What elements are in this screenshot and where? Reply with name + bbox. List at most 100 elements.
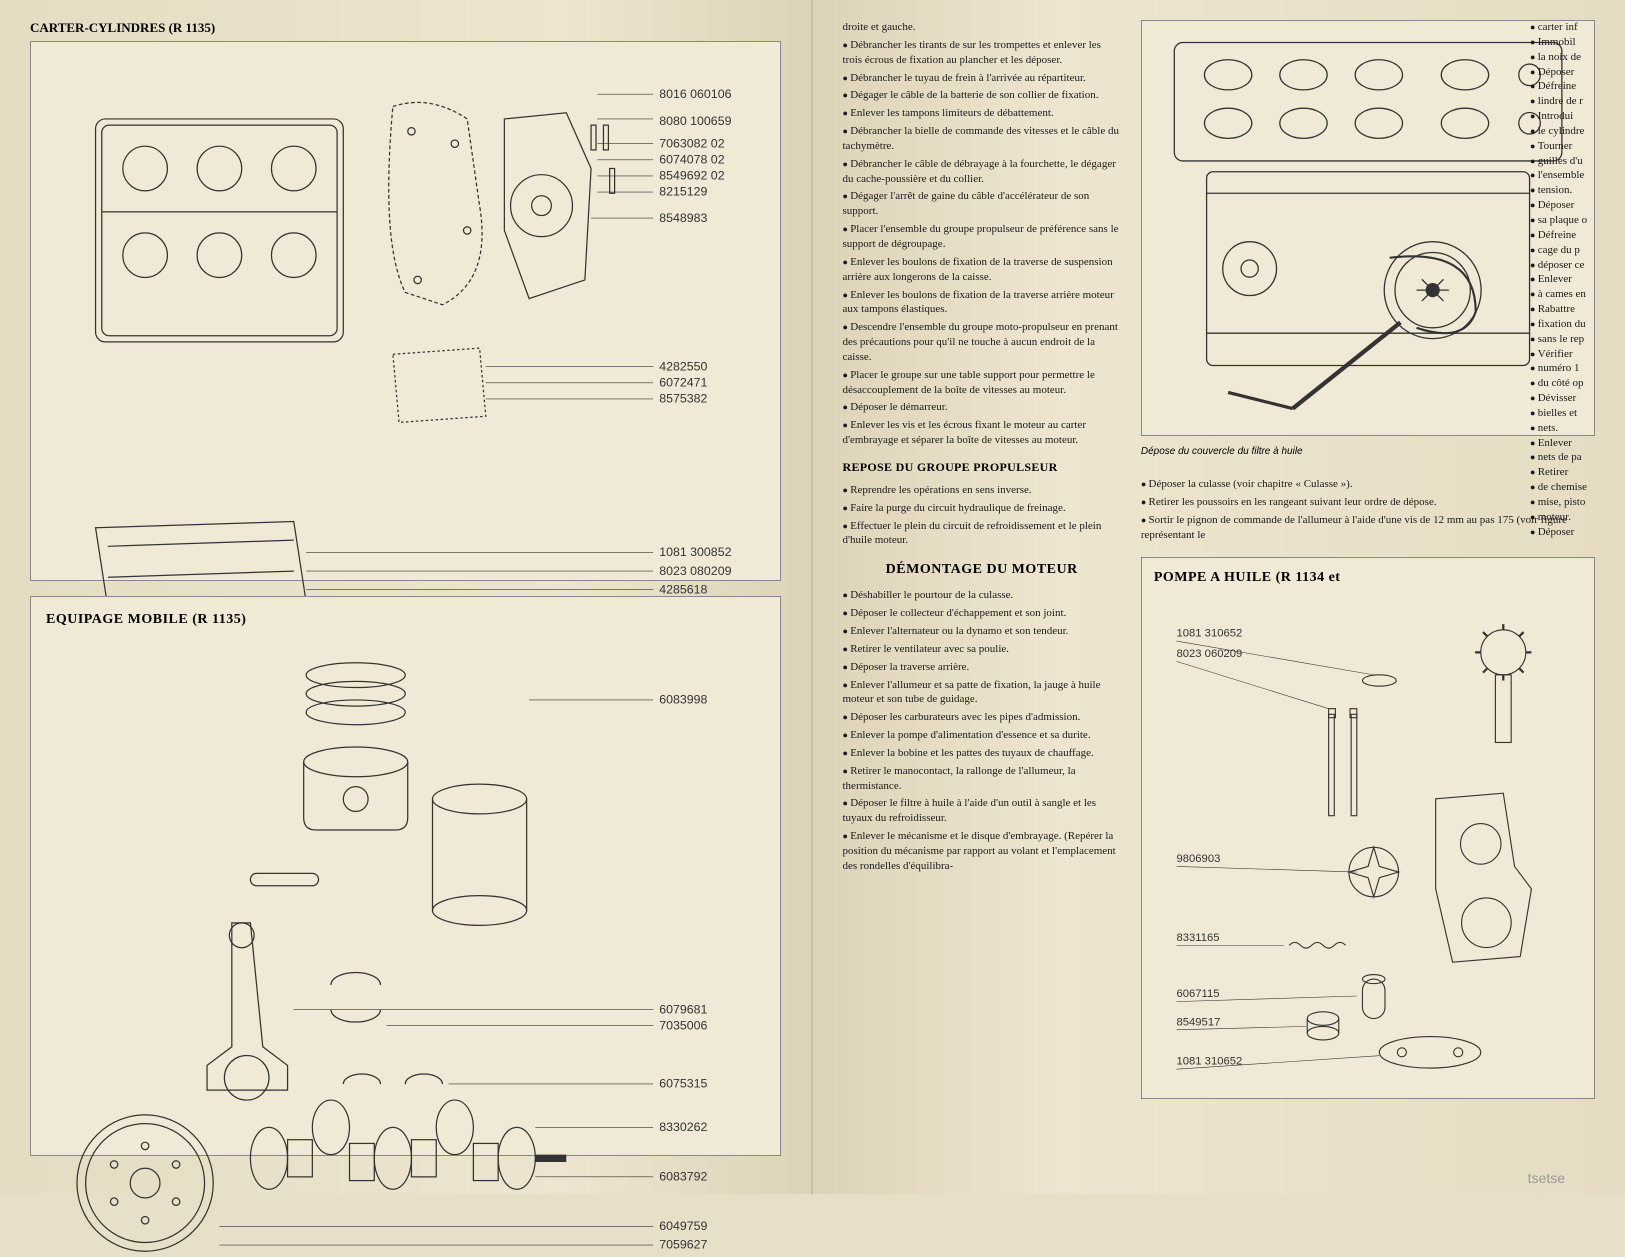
instruction-item: Débrancher les tirants de sur les trompe… [843, 38, 1121, 68]
part-number: 8023 080209 [659, 564, 731, 578]
instruction-item: Enlever les boulons de fixation de la tr… [843, 255, 1121, 285]
part-number: 6083792 [659, 1170, 707, 1184]
part-number: 8331165 [1176, 932, 1219, 944]
instruction-item: Débrancher le tuyau de frein à l'arrivée… [843, 71, 1121, 86]
truncated-item: nets de pa [1530, 450, 1625, 465]
demontage-item: Déposer le collecteur d'échappement et s… [843, 606, 1121, 621]
equipage-mobile-diagram: EQUIPAGE MOBILE (R 1135) [30, 596, 781, 1156]
part-number: 7035006 [659, 1018, 707, 1032]
part-number: 8215129 [659, 185, 707, 199]
oil-pump-diagram: POMPE A HUILE (R 1134 et [1141, 557, 1595, 1098]
demontage-item: Enlever la bobine et les pattes des tuya… [843, 746, 1121, 761]
carter-cylindres-diagram: 8016 060106 8080 100659 7063082 02 60740… [30, 41, 781, 581]
part-number: 6074078 02 [659, 153, 724, 167]
part-number: 6072471 [659, 376, 707, 390]
truncated-item: déposer ce [1530, 258, 1625, 273]
right-column-2: Dépose du couvercle du filtre à huile Dé… [1141, 20, 1595, 1174]
truncated-item: Déposer [1530, 65, 1625, 80]
truncated-item: le cylindre [1530, 124, 1625, 139]
repose-heading: REPOSE DU GROUPE PROPULSEUR [843, 460, 1121, 475]
truncated-item: guilles d'u [1530, 154, 1625, 169]
demontage-item: Retirer le ventilateur avec sa poulie. [843, 642, 1121, 657]
demontage-heading: DÉMONTAGE DU MOTEUR [843, 562, 1121, 578]
truncated-item: la noix de [1530, 50, 1625, 65]
demontage-item: Enlever l'alternateur ou la dynamo et so… [843, 624, 1121, 639]
part-number: 8575382 [659, 392, 707, 406]
part-number: 9806903 [1176, 853, 1220, 865]
demontage-item: Déposer les carburateurs avec les pipes … [843, 710, 1121, 725]
truncated-item: bielles et [1530, 406, 1625, 421]
demontage-item: Déposer le filtre à huile à l'aide d'un … [843, 796, 1121, 826]
truncated-item: Vérifier [1530, 347, 1625, 362]
carter-title: CARTER-CYLINDRES (R 1135) [30, 20, 781, 36]
truncated-item: Immobil [1530, 35, 1625, 50]
part-number: 8023 060209 [1176, 648, 1242, 660]
part-number: 8549517 [1176, 1017, 1220, 1029]
part-number: 1081 310652 [1176, 1056, 1242, 1068]
watermark: tsetse [1528, 1170, 1565, 1186]
part-number: 7059627 [659, 1238, 707, 1252]
crankshaft-svg: 6083998 6079681 7035006 6075315 8330262 … [46, 638, 765, 1257]
instruction-item: Enlever les tampons limiteurs de débatte… [843, 106, 1121, 121]
instruction-item: droite et gauche. [843, 20, 1121, 35]
truncated-item: numéro 1 [1530, 361, 1625, 376]
truncated-item: sa plaque o [1530, 213, 1625, 228]
truncated-item: du côté op [1530, 376, 1625, 391]
instruction-item: Débrancher la bielle de commande des vit… [843, 124, 1121, 154]
demontage-item: Retirer le manocontact, la rallonge de l… [843, 764, 1121, 794]
instruction-item: Placer le groupe sur une table support p… [843, 368, 1121, 398]
truncated-item: Dévisser [1530, 391, 1625, 406]
truncated-item: Défreine [1530, 79, 1625, 94]
engine-block-svg: 8016 060106 8080 100659 7063082 02 60740… [46, 57, 765, 664]
instruction-item: Enlever les boulons de fixation de la tr… [843, 288, 1121, 318]
truncated-item: Tourner [1530, 139, 1625, 154]
truncated-item: Retirer [1530, 465, 1625, 480]
truncated-item: Enlever [1530, 272, 1625, 287]
part-number: 6075315 [659, 1077, 707, 1091]
truncated-item: sans le rep [1530, 332, 1625, 347]
engine-filter-svg [1142, 21, 1594, 430]
part-number: 7063082 02 [659, 136, 724, 150]
left-page: CARTER-CYLINDRES (R 1135) [0, 0, 813, 1194]
instruction-item: Descendre l'ensemble du groupe moto-prop… [843, 320, 1121, 365]
truncated-item: lindre de r [1530, 94, 1625, 109]
equipage-title: EQUIPAGE MOBILE (R 1135) [46, 612, 765, 628]
demontage-item: Enlever l'allumeur et sa patte de fixati… [843, 678, 1121, 708]
part-number: 6083998 [659, 693, 707, 707]
part-number: 8549692 02 [659, 169, 724, 183]
pump-title: POMPE A HUILE (R 1134 et [1154, 570, 1582, 586]
instruction-item: Déposer le démarreur. [843, 400, 1121, 415]
col2-item: Sortir le pignon de commande de l'allume… [1141, 513, 1595, 543]
part-number: 4285618 [659, 582, 707, 596]
instruction-item: Dégager le câble de la batterie de son c… [843, 88, 1121, 103]
right-page: droite et gauche. Débrancher les tirants … [813, 0, 1625, 1194]
part-number: 8080 100659 [659, 114, 731, 128]
oil-pump-svg: 1081 310652 8023 060209 9806903 8331165 … [1154, 596, 1582, 1080]
part-number: 8548983 [659, 211, 707, 225]
truncated-item: Déposer [1530, 525, 1625, 540]
engine-figure-caption: Dépose du couvercle du filtre à huile [1141, 446, 1595, 457]
truncated-item: Déposer [1530, 198, 1625, 213]
instruction-item: Débrancher le câble de débrayage à la fo… [843, 157, 1121, 187]
demontage-item: Enlever le mécanisme et le disque d'embr… [843, 829, 1121, 874]
part-number: 6049759 [659, 1219, 707, 1233]
truncated-item: de chemise [1530, 480, 1625, 495]
instruction-item: Placer l'ensemble du groupe propulseur d… [843, 222, 1121, 252]
truncated-item: tension. [1530, 183, 1625, 198]
part-number: 8330262 [659, 1120, 707, 1134]
truncated-item: moteur. [1530, 510, 1625, 525]
truncated-item: fixation du [1530, 317, 1625, 332]
part-number: 1081 300852 [659, 545, 731, 559]
truncated-item: Défreine [1530, 228, 1625, 243]
part-number: 1081 310652 [1176, 628, 1242, 640]
truncated-item: Enlever [1530, 436, 1625, 451]
truncated-item: à cames en [1530, 287, 1625, 302]
truncated-item: carter inf [1530, 20, 1625, 35]
truncated-item: nets. [1530, 421, 1625, 436]
truncated-item: l'ensemble [1530, 168, 1625, 183]
instruction-item: Enlever les vis et les écrous fixant le … [843, 418, 1121, 448]
demontage-item: Déposer la traverse arrière. [843, 660, 1121, 675]
truncated-item: Introdui [1530, 109, 1625, 124]
instruction-item: Dégager l'arrêt de gaine du câble d'accé… [843, 189, 1121, 219]
repose-item: Faire la purge du circuit hydraulique de… [843, 501, 1121, 516]
